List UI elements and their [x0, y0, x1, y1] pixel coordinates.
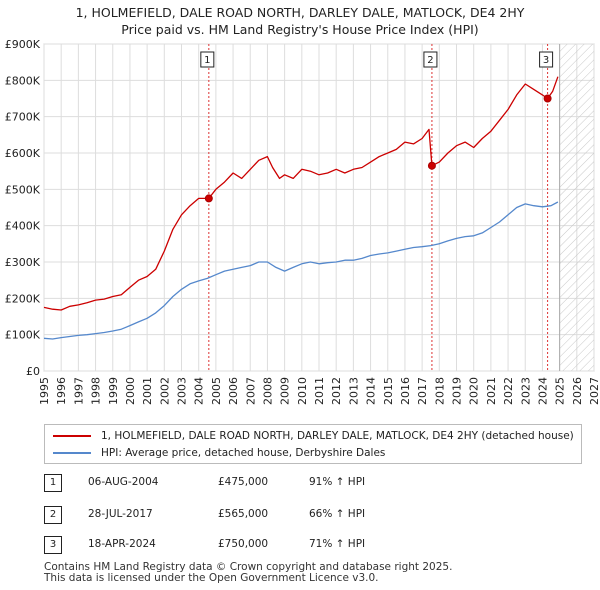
x-tick-label: 2023 [519, 377, 532, 405]
x-tick-label: 2000 [124, 377, 137, 405]
series-lines [43, 76, 559, 340]
sale-hpi-change: 71% ↑ HPI [309, 538, 366, 550]
x-tick-label: 2027 [588, 377, 600, 405]
sale-price: £475,000 [218, 476, 269, 488]
sale-point [543, 94, 552, 103]
legend: 1, HOLMEFIELD, DALE ROAD NORTH, DARLEY D… [44, 424, 582, 464]
sale-label-text: 1 [204, 55, 210, 66]
x-tick-label: 2022 [502, 377, 515, 405]
sale-annotations: 1 2 3 [200, 51, 554, 68]
x-tick-label: 2016 [399, 377, 412, 405]
x-tick-label: 2008 [261, 377, 274, 405]
x-tick-label: 2010 [296, 377, 309, 405]
x-tick-label: 2001 [141, 377, 154, 405]
x-tick-label: 1997 [72, 377, 85, 405]
y-tick-label: £100K [5, 329, 41, 342]
sale-marker-lines [208, 44, 549, 371]
x-tick-label: 2021 [485, 377, 498, 405]
footer-line-1: Contains HM Land Registry data © Crown c… [44, 561, 453, 573]
sale-label-text: 3 [543, 55, 549, 66]
sale-number-badge: 2 [44, 506, 62, 524]
x-tick-label: 2012 [330, 377, 343, 405]
sale-point [204, 194, 213, 203]
y-tick-label: £200K [5, 292, 41, 305]
footer-attribution: Contains HM Land Registry data © Crown c… [44, 562, 452, 584]
legend-label-property: 1, HOLMEFIELD, DALE ROAD NORTH, DARLEY D… [101, 430, 574, 442]
legend-label-hpi: HPI: Average price, detached house, Derb… [101, 447, 386, 459]
x-tick-label: 2015 [382, 377, 395, 405]
sale-date: 18-APR-2024 [88, 538, 156, 550]
x-tick-label: 2003 [176, 377, 189, 405]
x-tick-label: 2025 [554, 377, 567, 405]
sale-label-box [423, 51, 438, 68]
sale-price: £565,000 [218, 508, 269, 520]
y-tick-label: £500K [5, 183, 41, 196]
sale-point [427, 161, 436, 170]
sale-number-badge: 3 [44, 536, 62, 554]
legend-item-hpi: HPI: Average price, detached house, Derb… [53, 445, 385, 461]
price-chart: 1 2 3 £0 £100K £200K £300K £400K £500K £600K £700… [5, 38, 600, 405]
footer-line-2: This data is licensed under the Open Gov… [44, 572, 379, 584]
hpi-line [43, 201, 559, 340]
sale-date: 06-AUG-2004 [88, 476, 159, 488]
x-tick-label: 2007 [244, 377, 257, 405]
x-tick-label: 2009 [279, 377, 292, 405]
future-hatch-area [559, 44, 594, 371]
sale-row: 1 06-AUG-2004 £475,000 91% ↑ HPI [44, 474, 584, 494]
x-tick-label: 1995 [38, 377, 51, 405]
hatch-region [559, 44, 594, 371]
sale-date: 28-JUL-2017 [88, 508, 153, 520]
y-tick-label: £300K [5, 256, 41, 269]
y-tick-label: £700K [5, 111, 41, 124]
x-tick-label: 2004 [193, 377, 206, 405]
sale-label-text: 2 [427, 55, 433, 66]
y-tick-label: £0 [26, 365, 40, 378]
legend-swatch-property [53, 435, 91, 437]
x-tick-label: 2006 [227, 377, 240, 405]
sale-label-box [539, 51, 554, 68]
x-tick-label: 2013 [347, 377, 360, 405]
sale-number-badge: 1 [44, 474, 62, 492]
y-tick-label: £600K [5, 147, 41, 160]
x-tick-label: 2020 [468, 377, 481, 405]
sale-row: 2 28-JUL-2017 £565,000 66% ↑ HPI [44, 506, 584, 526]
chart-title: 1, HOLMEFIELD, DALE ROAD NORTH, DARLEY D… [75, 5, 525, 20]
sale-row: 3 18-APR-2024 £750,000 71% ↑ HPI [44, 536, 584, 556]
sale-hpi-change: 91% ↑ HPI [309, 476, 366, 488]
y-tick-label: £800K [5, 74, 41, 87]
sale-hpi-change: 66% ↑ HPI [309, 508, 366, 520]
sale-points [204, 94, 552, 203]
x-tick-label: 2019 [451, 377, 464, 405]
x-tick-label: 2014 [365, 377, 378, 405]
y-tick-label: £400K [5, 220, 41, 233]
property-line [43, 76, 559, 311]
x-tick-label: 1996 [55, 377, 68, 405]
legend-item-property: 1, HOLMEFIELD, DALE ROAD NORTH, DARLEY D… [53, 428, 574, 444]
x-axis-ticks: 1995 1996 1997 1998 1999 2000 2001 2002 2003 2004… [38, 377, 600, 405]
x-tick-label: 2026 [571, 377, 584, 405]
sale-price: £750,000 [218, 538, 269, 550]
x-tick-label: 1999 [107, 377, 120, 405]
sale-label-box [200, 51, 215, 68]
x-tick-label: 2002 [158, 377, 171, 405]
x-tick-label: 2011 [313, 377, 326, 405]
x-tick-label: 1998 [90, 377, 103, 405]
y-axis-ticks: £0 £100K £200K £300K £400K £500K £600K £700K £80… [5, 38, 41, 378]
x-tick-label: 2024 [536, 377, 549, 405]
x-tick-label: 2017 [416, 377, 429, 405]
chart-title-block: 1, HOLMEFIELD, DALE ROAD NORTH, DARLEY D… [0, 4, 600, 38]
grid-lines [43, 43, 595, 372]
chart-subtitle: Price paid vs. HM Land Registry's House … [121, 22, 479, 37]
x-tick-label: 2005 [210, 377, 223, 405]
x-tick-label: 2018 [433, 377, 446, 405]
legend-swatch-hpi [53, 452, 91, 454]
y-tick-label: £900K [5, 38, 41, 51]
